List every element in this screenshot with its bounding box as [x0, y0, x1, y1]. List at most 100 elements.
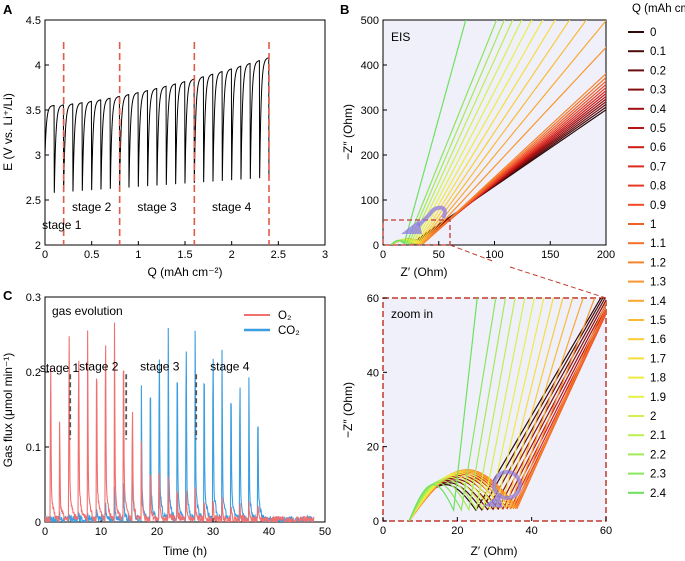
panel-zoom-ylabel: −Z″ (Ohm)	[341, 382, 355, 438]
legend-label-1.8: 1.8	[650, 373, 666, 385]
stage-label-2: stage 2	[72, 200, 112, 214]
panel-b-eis: 0 50 100 150 200 0 100 200 300 400 500 EIS Z′ (Ohm…	[341, 15, 615, 299]
x-tick-label: 200	[597, 249, 615, 261]
panel-c-frame	[44, 296, 326, 523]
y-tick-label: 40	[367, 367, 379, 379]
x-tick-label: 2.5	[271, 249, 286, 261]
legend-label-0.6: 0.6	[650, 142, 666, 154]
x-tick-label: 40	[526, 525, 538, 537]
co2-series-line	[45, 328, 315, 522]
eis-title: EIS	[391, 30, 410, 44]
legend-label-1.1: 1.1	[650, 238, 666, 250]
gas-title: gas evolution	[52, 304, 123, 318]
y-tick-label: 0	[373, 516, 379, 528]
panel-a-voltage-profile: 0 0.5 1 1.5 2 2.5 3 2 2.5 3 3.5 4 4.5 stage 1 stage 2…	[1, 15, 328, 279]
x-tick-label: 50	[433, 249, 445, 261]
y-tick-label: 60	[367, 293, 379, 305]
panel-c-xlabel: Time (h)	[163, 544, 207, 558]
panel-letter-a: A	[3, 2, 13, 17]
y-tick-label: 200	[361, 150, 379, 162]
legend-label-0.9: 0.9	[650, 200, 666, 212]
legend-label-1.6: 1.6	[650, 334, 666, 346]
x-tick-label: 0	[42, 526, 48, 538]
legend-label-0.1: 0.1	[650, 46, 666, 58]
y-tick-label: 3.5	[26, 105, 41, 117]
gas-stage-label-1: stage 1	[40, 361, 80, 375]
legend-label-0.7: 0.7	[650, 161, 666, 173]
x-tick-label: 0.5	[84, 249, 99, 261]
stage-label-1: stage 1	[42, 218, 82, 232]
legend-label-2: 2	[650, 411, 656, 423]
legend-label-1.9: 1.9	[650, 392, 666, 404]
panel-c-gas-evolution: 0 10 20 30 40 50 0 0.1 0.2 0.3 stage 1 stage 2 stag…	[1, 292, 331, 558]
legend-label-1.5: 1.5	[650, 315, 666, 327]
panel-letter-b: B	[340, 2, 349, 17]
legend-label-0.2: 0.2	[650, 65, 666, 77]
stage-label-3: stage 3	[137, 200, 177, 214]
panel-b-ylabel: −Z″ (Ohm)	[341, 104, 355, 160]
x-tick-label: 0	[42, 249, 48, 261]
legend-label-0.3: 0.3	[650, 85, 666, 97]
panel-a-ylabel: E (V vs. Li⁺/Li)	[1, 93, 15, 171]
gas-stage-label-3: stage 3	[140, 360, 180, 374]
panel-b-xlabel: Z′ (Ohm)	[401, 265, 448, 279]
y-tick-label: 0.2	[26, 367, 41, 379]
x-tick-label: 2	[229, 249, 235, 261]
zoom-arrow-icon	[416, 205, 447, 228]
legend-label-0: 0	[650, 27, 656, 39]
x-tick-label: 60	[600, 525, 612, 537]
legend-label-0.8: 0.8	[650, 181, 666, 193]
legend-o2-label: O₂	[278, 310, 291, 322]
x-tick-label: 20	[151, 526, 163, 538]
x-tick-label: 30	[207, 526, 219, 538]
eis-zoom-curve-2.4	[408, 298, 478, 521]
legend-label-2.4: 2.4	[650, 488, 667, 500]
panel-b-zoom: 0 20 40 60 0 20 40 60 zoom in Z′ (Ohm) −Z″ (Ohm…	[341, 293, 612, 558]
y-tick-label: 300	[361, 105, 379, 117]
panel-a-xlabel: Q (mAh cm⁻²)	[148, 265, 223, 279]
y-tick-label: 0.3	[26, 292, 41, 304]
y-tick-label: 500	[361, 15, 379, 27]
zoom-title: zoom in	[391, 307, 433, 321]
y-tick-label: 0	[373, 240, 379, 252]
x-tick-label: 100	[485, 249, 503, 261]
y-tick-label: 4	[35, 60, 41, 72]
zoom-connector-right	[509, 266, 607, 299]
y-tick-label: 0.1	[26, 442, 41, 454]
legend-label-1.2: 1.2	[650, 257, 666, 269]
x-tick-label: 40	[263, 526, 275, 538]
panel-zoom-xlabel: Z′ (Ohm)	[471, 544, 518, 558]
y-tick-label: 3	[35, 150, 41, 162]
panel-b-legend: Q (mAh cm⁻²) 0 0.1 0.2 0.3 0.4 0.5 0.6 0.7 0.8 0.…	[628, 3, 685, 500]
legend-label-1.4: 1.4	[650, 296, 667, 308]
x-tick-label: 1.5	[177, 249, 192, 261]
y-tick-label: 400	[361, 60, 379, 72]
legend-label-0.4: 0.4	[650, 104, 667, 116]
legend-label-1: 1	[650, 219, 656, 231]
panel-letter-c: C	[3, 288, 13, 303]
x-tick-label: 0	[380, 525, 386, 537]
x-tick-label: 0	[380, 249, 386, 261]
y-tick-label: 0	[35, 517, 41, 529]
legend-label-0.5: 0.5	[650, 123, 666, 135]
y-tick-label: 2	[35, 240, 41, 252]
zoom-circle-arrowhead-icon	[484, 494, 503, 508]
stage-label-4: stage 4	[212, 200, 252, 214]
x-tick-label: 1	[135, 249, 141, 261]
y-tick-label: 100	[361, 195, 379, 207]
voltage-curve	[45, 57, 270, 193]
x-tick-label: 150	[541, 249, 559, 261]
legend-co2-label: CO₂	[278, 325, 300, 337]
gas-stage-label-2: stage 2	[79, 360, 119, 374]
y-tick-label: 4.5	[26, 15, 41, 27]
legend-label-2.3: 2.3	[650, 469, 666, 481]
x-tick-label: 20	[451, 525, 463, 537]
x-tick-label: 3	[322, 249, 328, 261]
y-tick-label: 2.5	[26, 195, 41, 207]
o2-series-line	[45, 322, 315, 522]
x-tick-label: 50	[319, 526, 331, 538]
zoom-region-box	[382, 219, 451, 246]
zoom-connector-left	[449, 244, 496, 263]
eis-curve-2.4	[390, 20, 467, 245]
